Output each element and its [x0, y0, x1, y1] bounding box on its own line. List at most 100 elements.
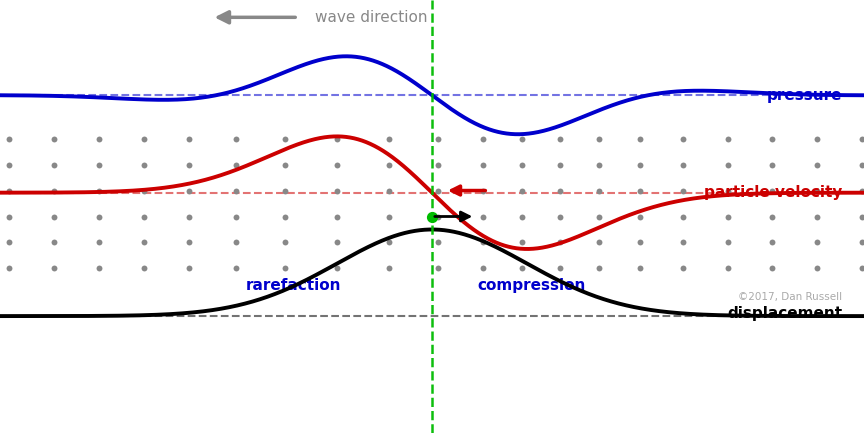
Point [633, 135, 647, 142]
Text: displacement: displacement [727, 307, 842, 321]
Point [92, 187, 105, 194]
Point [592, 239, 606, 246]
Point [810, 187, 824, 194]
Point [677, 187, 690, 194]
Point [137, 265, 150, 272]
Point [553, 161, 567, 168]
Point [516, 135, 530, 142]
Point [278, 161, 292, 168]
Point [633, 187, 647, 194]
Text: compression: compression [477, 278, 586, 293]
Point [721, 239, 734, 246]
Point [677, 135, 690, 142]
Point [137, 213, 150, 220]
Point [278, 213, 292, 220]
Point [47, 239, 60, 246]
Point [553, 265, 567, 272]
Point [431, 213, 445, 220]
Point [810, 213, 824, 220]
Point [633, 213, 647, 220]
Point [229, 239, 243, 246]
Point [2, 135, 16, 142]
Point [182, 213, 196, 220]
Point [516, 187, 530, 194]
Point [516, 239, 530, 246]
Point [278, 265, 292, 272]
Point [431, 135, 445, 142]
Point [278, 135, 292, 142]
Point [721, 265, 734, 272]
Point [47, 213, 60, 220]
Point [592, 135, 606, 142]
Point [382, 161, 396, 168]
Point [516, 265, 530, 272]
Point [592, 265, 606, 272]
Point [2, 187, 16, 194]
Point [855, 161, 864, 168]
Point [553, 187, 567, 194]
Point [2, 213, 16, 220]
Point [92, 265, 105, 272]
Text: pressure: pressure [767, 88, 842, 103]
Point [516, 213, 530, 220]
Text: particle velocity: particle velocity [704, 185, 842, 200]
Point [431, 239, 445, 246]
Point [229, 187, 243, 194]
Point [677, 161, 690, 168]
Text: ©2017, Dan Russell: ©2017, Dan Russell [738, 291, 842, 302]
Point [431, 187, 445, 194]
Point [182, 239, 196, 246]
Point [137, 239, 150, 246]
Point [633, 161, 647, 168]
Point [229, 161, 243, 168]
Point [677, 239, 690, 246]
Point [766, 187, 779, 194]
Point [2, 265, 16, 272]
Point [229, 265, 243, 272]
Point [766, 213, 779, 220]
Point [2, 161, 16, 168]
Point [92, 239, 105, 246]
Point [431, 265, 445, 272]
Point [229, 213, 243, 220]
Point [553, 213, 567, 220]
Point [855, 265, 864, 272]
Point [382, 265, 396, 272]
Point [855, 213, 864, 220]
Point [182, 161, 196, 168]
Point [721, 213, 734, 220]
Point [810, 265, 824, 272]
Point [677, 213, 690, 220]
Point [431, 161, 445, 168]
Point [766, 135, 779, 142]
Point [721, 187, 734, 194]
Point [476, 161, 490, 168]
Text: wave direction: wave direction [315, 10, 428, 25]
Point [810, 239, 824, 246]
Point [382, 187, 396, 194]
Point [766, 161, 779, 168]
Point [47, 135, 60, 142]
Point [855, 187, 864, 194]
Text: rarefaction: rarefaction [246, 278, 341, 293]
Point [476, 239, 490, 246]
Point [330, 187, 344, 194]
Point [330, 265, 344, 272]
Point [137, 161, 150, 168]
Point [766, 239, 779, 246]
Point [810, 161, 824, 168]
Point [330, 213, 344, 220]
Point [2, 239, 16, 246]
Point [92, 135, 105, 142]
Point [592, 213, 606, 220]
Point [553, 239, 567, 246]
Point [721, 135, 734, 142]
Point [476, 213, 490, 220]
Point [92, 213, 105, 220]
Point [229, 135, 243, 142]
Point [137, 187, 150, 194]
Point [382, 213, 396, 220]
Point [330, 135, 344, 142]
Point [182, 187, 196, 194]
Point [476, 135, 490, 142]
